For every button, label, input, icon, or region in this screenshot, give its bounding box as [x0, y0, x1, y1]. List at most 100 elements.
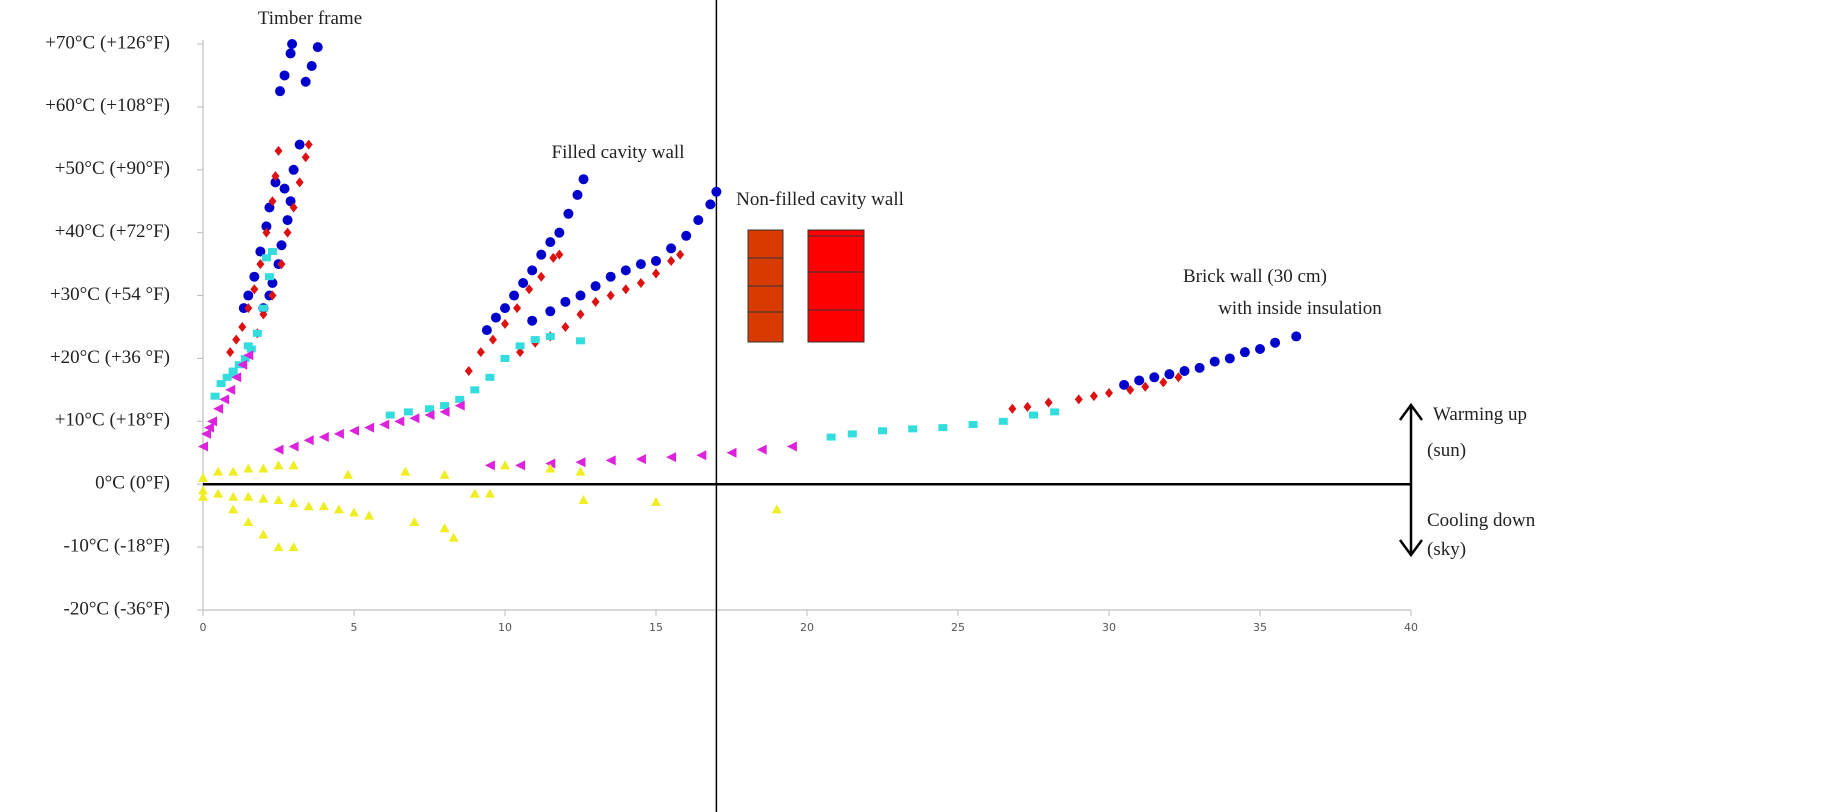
point	[238, 322, 247, 332]
annotation: Non-filled cavity wall	[736, 189, 904, 210]
point	[303, 435, 314, 446]
x-tick-label: 25	[951, 621, 965, 634]
annotation: Brick wall (30 cm)	[1183, 266, 1327, 287]
point	[878, 427, 887, 435]
point	[439, 406, 450, 417]
point	[243, 516, 254, 526]
x-tick-label: 35	[1253, 621, 1267, 634]
y-tick-label: +50°C (+90°F)	[55, 158, 170, 179]
point	[287, 39, 298, 49]
point	[394, 416, 405, 427]
point	[318, 501, 329, 511]
y-tick-label: +10°C (+18°F)	[55, 410, 170, 431]
y-tick-label: +20°C (+36 °F)	[50, 347, 170, 368]
point	[509, 290, 520, 301]
point	[696, 450, 707, 461]
point	[425, 405, 434, 413]
point	[268, 290, 277, 301]
point	[620, 265, 631, 276]
point	[295, 177, 304, 188]
point	[545, 458, 556, 469]
point	[563, 208, 574, 219]
annotation: Cooling down	[1427, 510, 1536, 531]
point	[454, 400, 465, 411]
point	[232, 334, 241, 345]
point	[364, 422, 375, 433]
point	[636, 277, 645, 288]
point	[304, 139, 313, 150]
point	[285, 48, 296, 59]
point	[288, 542, 299, 552]
point	[1159, 377, 1168, 388]
brick-leaf	[807, 229, 865, 343]
point	[273, 494, 284, 504]
point	[469, 488, 480, 498]
point	[262, 227, 271, 238]
arrow-head	[1398, 402, 1424, 421]
point	[255, 246, 266, 257]
point	[1255, 344, 1265, 355]
point	[513, 303, 522, 314]
point	[635, 454, 646, 465]
point	[652, 268, 660, 279]
point	[439, 469, 450, 479]
point	[385, 411, 395, 419]
point	[258, 463, 269, 473]
point	[1194, 362, 1205, 373]
point	[279, 70, 290, 81]
point	[1291, 331, 1302, 342]
point	[455, 395, 465, 403]
point	[1089, 391, 1098, 402]
point	[409, 413, 420, 424]
axes: -20°C (-36°F) -10°C (-18°F) 0°C (0°F) +10°C…	[45, 0, 1418, 812]
point	[275, 86, 286, 97]
point	[555, 249, 564, 260]
point	[576, 337, 585, 345]
point	[1119, 379, 1130, 390]
point	[826, 433, 836, 441]
point	[258, 529, 269, 539]
point	[575, 290, 586, 301]
point	[213, 488, 224, 498]
point	[424, 410, 435, 421]
point	[237, 359, 248, 370]
y-tick-label: +40°C (+72°F)	[55, 221, 170, 242]
point	[379, 419, 390, 430]
point	[470, 386, 480, 394]
point	[271, 171, 280, 182]
point	[1044, 397, 1053, 408]
point	[1134, 375, 1145, 386]
point	[666, 243, 677, 254]
point	[681, 230, 692, 241]
point	[545, 306, 556, 317]
point	[277, 259, 286, 270]
point	[213, 466, 224, 476]
point	[515, 342, 525, 350]
point	[572, 189, 583, 200]
y-tick-label: -20°C (-36°F)	[64, 598, 171, 619]
point	[575, 457, 586, 468]
point	[485, 373, 495, 381]
direction-arrow	[1398, 402, 1424, 558]
point	[1023, 401, 1032, 412]
point	[440, 402, 450, 410]
point	[213, 403, 224, 414]
point	[1224, 353, 1235, 364]
point	[635, 259, 646, 270]
point	[301, 152, 310, 163]
point	[726, 447, 737, 458]
point	[243, 342, 253, 350]
point	[258, 304, 268, 312]
x-tick-label: 20	[800, 621, 814, 634]
point	[333, 428, 344, 439]
point	[261, 254, 271, 262]
point	[651, 255, 661, 266]
point	[258, 493, 269, 503]
point	[243, 290, 254, 301]
point	[204, 422, 215, 433]
point	[605, 455, 616, 466]
point	[198, 491, 208, 501]
point	[1174, 372, 1183, 383]
point	[590, 281, 601, 292]
